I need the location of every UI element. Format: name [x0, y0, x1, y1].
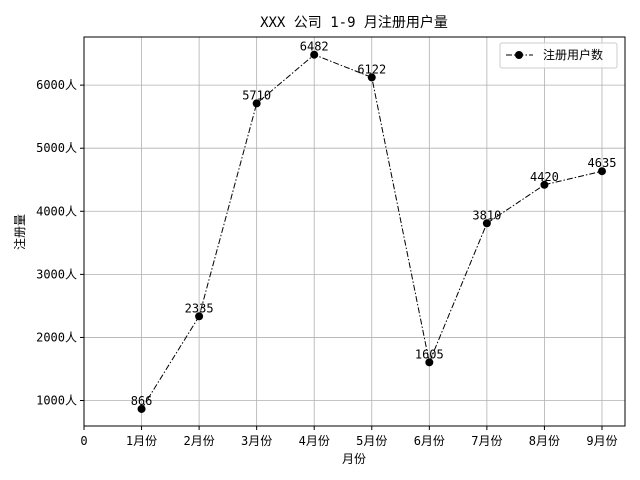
data-label: 4635: [588, 156, 617, 170]
y-tick-label: 1000人: [36, 394, 77, 408]
x-tick-label: 3月份: [241, 434, 272, 448]
data-label-layer: 866 2335 5710 6482 6122 1605 3810 4420 4635: [131, 40, 617, 408]
legend-marker-sample: [515, 51, 523, 59]
data-point: [195, 312, 204, 321]
data-point: [597, 167, 606, 176]
data-label: 4420: [530, 170, 559, 184]
chart-title: XXX 公司 1-9 月注册用户量: [260, 14, 448, 31]
data-label: 6122: [357, 62, 386, 76]
x-tick-label: 8月份: [529, 434, 560, 448]
x-tick-label: 1月份: [126, 434, 157, 448]
data-point: [425, 358, 434, 367]
data-point: [252, 99, 261, 108]
plot-frame: [83, 36, 626, 427]
x-tick-label: 0: [80, 434, 87, 448]
data-label: 866: [131, 394, 153, 408]
x-tick-label: 2月份: [183, 434, 214, 448]
data-label: 3810: [472, 208, 501, 222]
x-tick-label: 4月份: [299, 434, 330, 448]
y-tick-label: 3000人: [36, 267, 77, 281]
data-point: [482, 219, 491, 228]
series-layer: [137, 50, 606, 413]
data-point: [540, 180, 549, 189]
legend: 注册用户数: [499, 42, 618, 69]
y-tick-label: 4000人: [36, 204, 77, 218]
data-label: 5710: [242, 88, 271, 102]
x-axis-label: 月份: [342, 452, 366, 466]
y-tick-label: 2000人: [36, 330, 77, 344]
x-tick-label: 5月份: [356, 434, 387, 448]
data-point: [137, 404, 146, 413]
data-point: [367, 73, 376, 82]
data-label: 6482: [300, 40, 329, 54]
data-label: 2335: [185, 301, 214, 315]
data-point: [310, 50, 319, 59]
y-axis-label: 注册量: [12, 214, 27, 250]
y-tick-label: 5000人: [36, 141, 77, 155]
x-tick-label: 6月份: [414, 434, 445, 448]
data-label: 1605: [415, 347, 444, 361]
legend-entry: 注册用户数: [543, 47, 603, 62]
tick-layer: 0 1月份 2月份 3月份 4月份 5月份 6月份 7月份 8月份 9月份 1000人 2000人 30…: [36, 78, 618, 448]
x-tick-label: 9月份: [586, 434, 617, 448]
grid-lines: [83, 37, 625, 426]
y-tick-label: 6000人: [36, 78, 77, 92]
axes-layer: [83, 36, 626, 427]
x-tick-label: 7月份: [471, 434, 502, 448]
legend-box: [499, 42, 618, 69]
